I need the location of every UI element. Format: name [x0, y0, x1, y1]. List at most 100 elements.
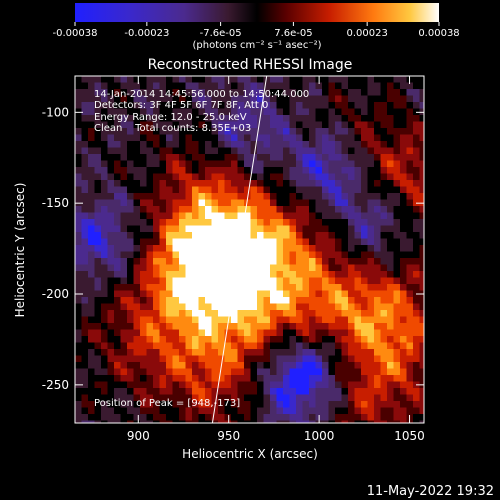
heatmap-cell	[224, 232, 232, 239]
heatmap-cell	[296, 219, 303, 226]
heatmap-cell	[107, 323, 115, 330]
heatmap-cell	[393, 186, 401, 194]
heatmap-cell	[153, 212, 160, 220]
heatmap-cell	[400, 394, 407, 402]
heatmap-cell	[302, 173, 310, 181]
heatmap-cell	[393, 401, 401, 408]
heatmap-cell	[218, 342, 225, 350]
heatmap-cell	[198, 407, 206, 415]
heatmap-cell	[205, 102, 212, 109]
heatmap-cell	[374, 115, 381, 122]
heatmap-cell	[179, 186, 186, 194]
heatmap-cell	[133, 225, 141, 233]
heatmap-cell	[205, 95, 212, 103]
heatmap-cell	[380, 349, 388, 356]
heatmap-cell	[166, 381, 173, 389]
heatmap-cell	[361, 212, 368, 220]
heatmap-cell	[75, 277, 82, 285]
heatmap-cell	[328, 134, 336, 142]
heatmap-cell	[315, 290, 323, 298]
heatmap-cell	[218, 160, 225, 168]
heatmap-cell	[192, 388, 199, 395]
heatmap-cell	[140, 407, 147, 415]
heatmap-cell	[218, 206, 225, 213]
heatmap-cell	[374, 134, 381, 142]
heatmap-cell	[406, 225, 414, 233]
heatmap-cell	[88, 271, 95, 278]
heatmap-cell	[81, 251, 89, 259]
heatmap-cell	[159, 264, 167, 272]
heatmap-cell	[185, 271, 193, 278]
heatmap-cell	[127, 238, 134, 246]
heatmap-cell	[341, 251, 349, 259]
heatmap-cell	[341, 297, 349, 304]
heatmap-cell	[231, 251, 238, 259]
heatmap-cell	[159, 284, 167, 291]
heatmap-cell	[107, 368, 115, 376]
heatmap-cell	[270, 212, 277, 220]
heatmap-cell	[179, 368, 186, 376]
heatmap-cell	[296, 407, 303, 415]
heatmap-cell	[361, 154, 368, 161]
heatmap-cell	[81, 401, 89, 408]
heatmap-cell	[309, 173, 316, 181]
heatmap-cell	[413, 225, 420, 233]
heatmap-cell	[237, 407, 245, 415]
heatmap-cell	[413, 258, 420, 265]
heatmap-cell	[237, 225, 245, 233]
heatmap-cell	[179, 290, 186, 298]
heatmap-cell	[179, 128, 186, 135]
heatmap-cell	[341, 219, 349, 226]
heatmap-cell	[367, 232, 375, 239]
heatmap-cell	[101, 245, 108, 252]
heatmap-cell	[244, 297, 251, 304]
heatmap-cell	[244, 401, 251, 408]
heatmap-cell	[283, 336, 290, 343]
heatmap-cell	[348, 102, 355, 109]
heatmap-cell	[361, 329, 368, 337]
heatmap-cell	[107, 336, 115, 343]
heatmap-cell	[198, 108, 206, 116]
heatmap-cell	[179, 420, 186, 423]
heatmap-cell	[244, 394, 251, 402]
heatmap-cell	[374, 401, 381, 408]
heatmap-cell	[133, 160, 141, 168]
heatmap-cell	[374, 186, 381, 194]
heatmap-cell	[348, 388, 355, 395]
heatmap-cell	[140, 225, 147, 233]
heatmap-cell	[224, 342, 232, 350]
heatmap-cell	[94, 245, 102, 252]
heatmap-cell	[276, 414, 284, 421]
heatmap-cell	[146, 245, 154, 252]
heatmap-cell	[257, 154, 264, 161]
heatmap-cell	[140, 394, 147, 402]
heatmap-cell	[387, 394, 394, 402]
heatmap-cell	[374, 76, 381, 83]
heatmap-cell	[231, 199, 238, 207]
heatmap-cell	[387, 303, 394, 311]
heatmap-cell	[179, 310, 186, 317]
heatmap-cell	[192, 284, 199, 291]
heatmap-cell	[211, 264, 219, 272]
heatmap-cell	[211, 141, 219, 148]
heatmap-cell	[88, 368, 95, 376]
heatmap-cell	[218, 147, 225, 155]
heatmap-cell	[81, 206, 89, 213]
heatmap-cell	[322, 232, 329, 239]
heatmap-cell	[205, 180, 212, 187]
heatmap-cell	[237, 160, 245, 168]
heatmap-cell	[224, 388, 232, 395]
heatmap-cell	[146, 134, 154, 142]
heatmap-cell	[153, 316, 160, 324]
heatmap-cell	[133, 219, 141, 226]
heatmap-cell	[81, 284, 89, 291]
heatmap-cell	[224, 141, 232, 148]
heatmap-cell	[348, 108, 355, 116]
heatmap-cell	[387, 115, 394, 122]
heatmap-cell	[101, 342, 108, 350]
heatmap-cell	[166, 349, 173, 356]
heatmap-cell	[289, 316, 297, 324]
heatmap-cell	[114, 414, 121, 421]
heatmap-cell	[419, 388, 424, 395]
heatmap-cell	[419, 128, 424, 135]
